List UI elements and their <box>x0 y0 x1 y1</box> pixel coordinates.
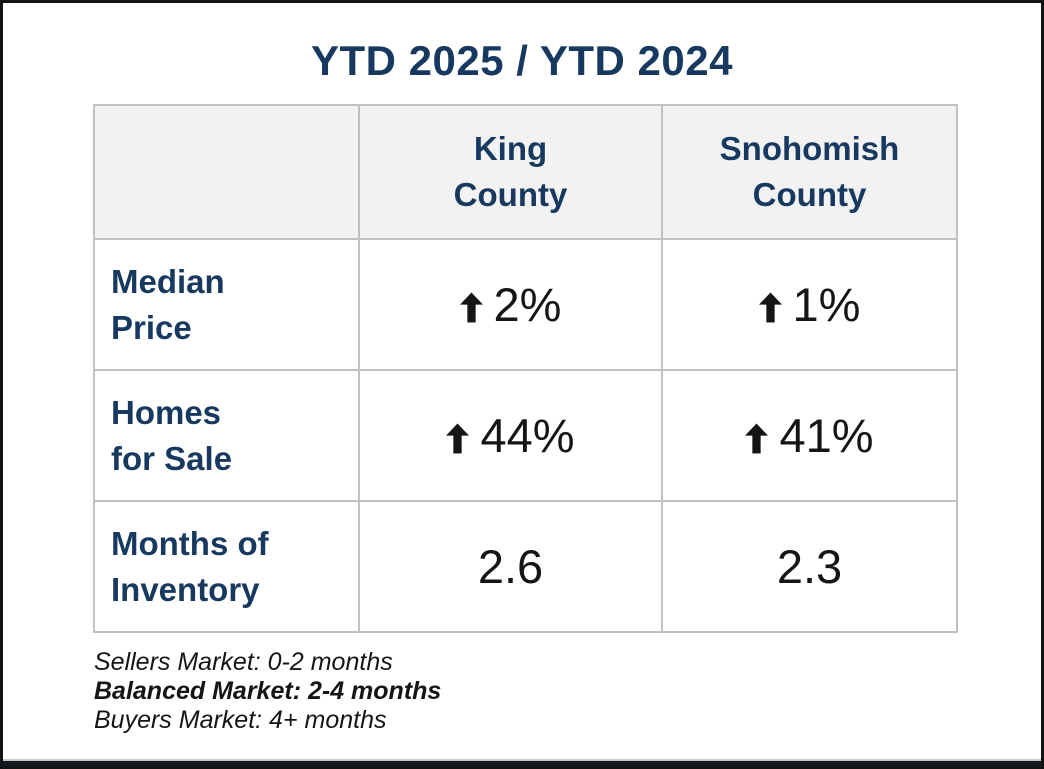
up-arrow-icon <box>758 292 782 323</box>
buyers-market-note: Buyers Market: 4+ months <box>94 706 387 734</box>
median-price-king-value: 2% <box>493 278 562 331</box>
corner-cell <box>93 104 360 240</box>
median-price-snohomish-value: 1% <box>792 278 861 331</box>
page-title: YTD 2025 / YTD 2024 <box>311 37 733 84</box>
row-label-months-of-inventory: Months of Inventory <box>93 500 360 633</box>
homes-for-sale-snohomish-cell: 41% <box>661 369 958 502</box>
up-arrow-icon <box>459 292 483 323</box>
table-row: Homes for Sale 44% 41% <box>93 369 958 502</box>
homes-for-sale-king-value: 44% <box>480 409 575 462</box>
market-legend: Sellers Market: 0-2 months Balanced Mark… <box>94 648 441 735</box>
sellers-market-note: Sellers Market: 0-2 months <box>94 648 393 676</box>
stats-table: King County Snohomish County Median Pric… <box>93 104 958 633</box>
months-of-inventory-snohomish-cell: 2.3 <box>661 500 958 633</box>
months-of-inventory-king-value: 2.6 <box>477 540 544 593</box>
column-header-snohomish-county: Snohomish County <box>661 104 958 240</box>
table-header-row: King County Snohomish County <box>93 104 958 240</box>
row-label-homes-for-sale: Homes for Sale <box>93 369 360 502</box>
median-price-snohomish-cell: 1% <box>661 238 958 371</box>
homes-for-sale-snohomish-value: 41% <box>779 409 874 462</box>
months-of-inventory-king-cell: 2.6 <box>358 500 663 633</box>
row-label-median-price: Median Price <box>93 238 360 371</box>
homes-for-sale-king-cell: 44% <box>358 369 663 502</box>
table-row: Median Price 2% 1% <box>93 238 958 371</box>
table-row: Months of Inventory 2.6 2.3 <box>93 500 958 633</box>
column-header-king-county: King County <box>358 104 663 240</box>
median-price-king-cell: 2% <box>358 238 663 371</box>
up-arrow-icon <box>446 423 470 454</box>
bottom-hairline-divider <box>3 759 1041 761</box>
bottom-accent-bar <box>3 761 1041 766</box>
up-arrow-icon <box>745 423 769 454</box>
balanced-market-note: Balanced Market: 2-4 months <box>94 677 442 705</box>
months-of-inventory-snohomish-value: 2.3 <box>776 540 843 593</box>
